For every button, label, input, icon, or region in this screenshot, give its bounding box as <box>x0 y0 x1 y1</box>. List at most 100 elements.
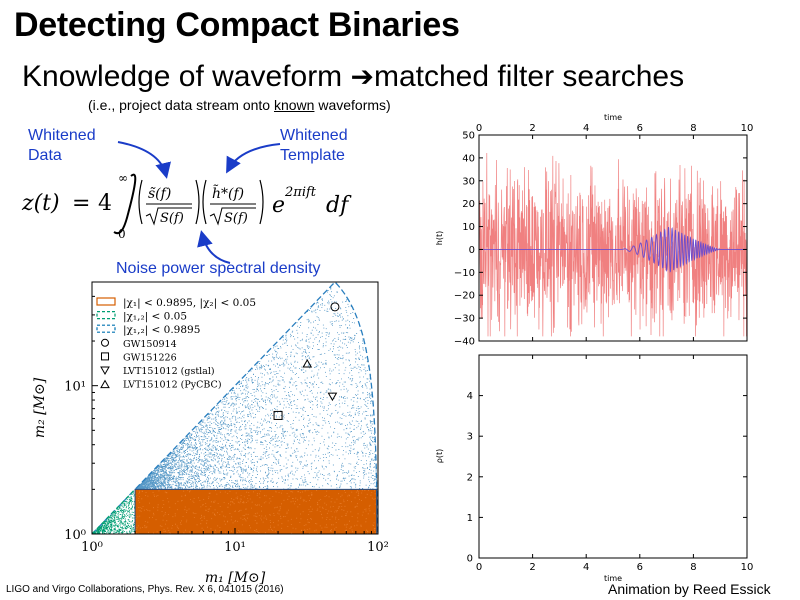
strain-chirp-series <box>479 226 747 273</box>
strain-plot-ylabel: h(t) <box>435 231 444 245</box>
legend-marker-triangle-down <box>100 366 110 376</box>
whitened-data-label: Whitened Data <box>28 126 96 166</box>
strain-plot-ytick: 10 <box>462 222 475 233</box>
mass-plot-ytick: 10⁰ <box>64 528 86 543</box>
eq-lhs: z(t) <box>21 191 60 216</box>
strain-plot-ytick: −20 <box>454 291 475 302</box>
snr-plot-xtick: 8 <box>690 562 696 573</box>
blue-region-boundary <box>92 282 378 534</box>
legend-label: GW150914 <box>123 339 177 350</box>
arrow-template-icon <box>226 143 281 174</box>
strain-plot-xtick: 4 <box>583 123 589 134</box>
slide-title: Detecting Compact Binaries <box>14 6 460 44</box>
strain-plot-ytick: 50 <box>462 131 475 142</box>
orange-template-region <box>135 489 377 534</box>
strain-plot-xtick: 2 <box>529 123 535 134</box>
snr-plot-xlabel: time <box>604 574 622 583</box>
snr-plot-xtick: 0 <box>476 562 482 573</box>
strain-plot-ytick: −10 <box>454 268 475 279</box>
whitened-data-line1: Whitened <box>28 127 96 144</box>
snr-plot-xtick: 2 <box>529 562 535 573</box>
legend-label: |χ₁,₂| < 0.9895 <box>123 324 200 337</box>
legend-swatch <box>96 310 116 320</box>
subtitle-after: matched filter searches <box>373 60 685 93</box>
snr-plot-ytick: 0 <box>467 554 473 565</box>
arrow-data-icon <box>117 141 171 179</box>
snr-plot: 0 2 4 6 8 10 0 1 2 3 4 time ρ(t) <box>435 354 754 583</box>
eq-exp-base: e <box>272 193 285 218</box>
eq-data-denominator: S(f) <box>160 211 184 226</box>
subnote-after: waveforms) <box>314 97 391 113</box>
strain-plot-xtick: 6 <box>637 123 643 134</box>
legend-label: |χ₁| < 0.9895, |χ₂| < 0.05 <box>123 297 256 310</box>
strain-plot-xtick: 0 <box>476 123 482 134</box>
strain-plot-ytick: −40 <box>454 337 475 348</box>
event-marker-circle <box>330 302 340 312</box>
eq-upper-limit: ∞ <box>118 171 128 185</box>
snr-plot-ytick: 4 <box>467 391 473 402</box>
legend-marker-triangle-up <box>100 379 110 389</box>
snr-plot-ytick: 2 <box>467 472 473 483</box>
snr-plot-xtick: 6 <box>637 562 643 573</box>
legend-label: GW151226 <box>123 352 177 363</box>
blue-template-points <box>135 286 378 490</box>
strain-plot-frame <box>478 134 748 342</box>
strain-noise-series <box>478 153 748 337</box>
equation-area: z(t) = 4 ∞ 0 s̃(f) S(f) h̃*(f) S(f) e 2π… <box>21 141 352 264</box>
strain-plot-ytick: 40 <box>462 153 475 164</box>
mass-plot-legend: |χ₁| < 0.9895, |χ₂| < 0.05|χ₁,₂| < 0.05|… <box>96 297 256 391</box>
sqrt-icon <box>145 207 192 226</box>
green-region-boundary <box>92 488 136 534</box>
mass-plot-xtick: 10² <box>367 540 389 555</box>
eq-data-numerator: s̃(f) <box>148 186 171 202</box>
strain-plot-ytick: 0 <box>469 245 475 256</box>
integral-sign-icon <box>113 173 137 235</box>
strain-plot-ytick: −30 <box>454 314 475 325</box>
mass-plot-xlabel: m₁ [M⊙] <box>205 570 266 586</box>
subtitle-note: (i.e., project data stream onto known wa… <box>88 97 391 113</box>
slide-subtitle: Knowledge of waveform ➔matched filter se… <box>22 60 684 94</box>
snr-plot-xtick: 4 <box>583 562 589 573</box>
mass-plot-xtick: 10¹ <box>224 540 246 555</box>
eq-equals: = <box>72 191 90 216</box>
strain-plot: 0 2 4 6 8 10 50 40 30 20 10 0 −10 −20 −30 −40 time h(t) <box>435 113 754 348</box>
sqrt-icon <box>209 207 256 226</box>
strain-plot-xtick: 10 <box>741 123 754 134</box>
animation-credit: Animation by Reed Essick <box>608 581 771 597</box>
snr-plot-ytick: 1 <box>467 513 473 524</box>
subtitle-before: Knowledge of waveform <box>22 60 351 93</box>
event-marker-triangle-down <box>327 392 338 402</box>
mass-plot-ylabel: m₂ [M⊙] <box>32 377 48 438</box>
mass-plot-xtick: 10⁰ <box>81 540 103 555</box>
eq-exponent: 2πift <box>284 185 317 200</box>
citation: LIGO and Virgo Collaborations, Phys. Rev… <box>6 584 284 595</box>
snr-plot-ytick: 3 <box>467 432 473 443</box>
whitened-template-label: Whitened Template <box>280 126 348 166</box>
snr-plot-xtick: 10 <box>741 562 754 573</box>
snr-plot-frame <box>478 354 748 559</box>
subnote-underlined: known <box>273 97 315 113</box>
subnote-before: (i.e., project data stream onto <box>88 97 274 113</box>
mass-plot-ytick: 10¹ <box>64 380 86 395</box>
whitened-template-line1: Whitened <box>280 127 348 144</box>
strain-plot-xtick: 8 <box>690 123 696 134</box>
legend-label: |χ₁,₂| < 0.05 <box>123 311 187 324</box>
event-marker-triangle-up <box>302 358 313 368</box>
whitened-data-line2: Data <box>28 147 62 164</box>
legend-swatch <box>96 297 116 306</box>
noise-psd-label: Noise power spectral density <box>116 260 321 277</box>
eq-coeff: 4 <box>98 191 112 216</box>
legend-label: LVT151012 (PyCBC) <box>123 380 222 391</box>
right-arrow-icon: ➔ <box>350 61 374 92</box>
eq-differential: df <box>326 193 352 218</box>
eq-template-numerator: h̃*(f) <box>212 184 244 202</box>
legend-marker-square <box>101 352 109 361</box>
strain-plot-top-xlabel: time <box>604 113 622 122</box>
eq-lower-limit: 0 <box>118 227 126 241</box>
whitened-template-line2: Template <box>280 147 345 164</box>
legend-marker-circle <box>101 338 109 347</box>
legend-label: LVT151012 (gstlal) <box>123 366 215 377</box>
event-marker-square <box>273 410 283 420</box>
strain-plot-ytick: 30 <box>462 176 475 187</box>
mass-plot: 10⁰ 10¹ 10² 10⁰ 10¹ |χ₁| < 0.9895, |χ₂| < 0.… <box>32 281 389 586</box>
